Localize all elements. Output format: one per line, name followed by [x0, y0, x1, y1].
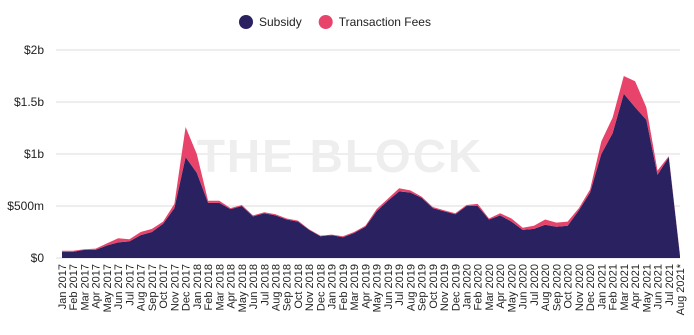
- x-tick-label: May 2018: [237, 264, 249, 312]
- x-tick-label: Nov 2020: [574, 264, 586, 311]
- x-tick-label: Jan 2017: [57, 264, 69, 309]
- area: [62, 93, 680, 258]
- x-tick-label: Sep 2018: [282, 264, 294, 311]
- x-tick-label: Aug 2019: [405, 264, 417, 311]
- legend-marker: [239, 15, 253, 29]
- x-tick-label: Aug 2018: [270, 264, 282, 311]
- legend-label: Subsidy: [259, 15, 302, 29]
- x-tick-label: Aug 2020: [540, 264, 552, 311]
- y-tick-label: $0: [31, 251, 45, 265]
- x-tick-label: Jun 2018: [248, 264, 260, 309]
- y-tick-label: $2b: [24, 43, 44, 57]
- x-tick-label: Jun 2021: [653, 264, 665, 309]
- x-tick-label: Nov 2019: [439, 264, 451, 311]
- x-tick-label: May 2020: [506, 264, 518, 312]
- x-tick-label: Apr 2018: [226, 264, 238, 309]
- x-tick-label: Dec 2020: [585, 264, 597, 311]
- legend-marker: [318, 15, 333, 29]
- x-tick-label: Feb 2017: [68, 264, 80, 310]
- legend-label: Transaction Fees: [339, 15, 431, 29]
- x-tick-label: Sep 2017: [147, 264, 159, 311]
- x-tick-label: Jan 2021: [596, 264, 608, 309]
- x-tick-label: Dec 2017: [181, 264, 193, 311]
- x-tick-label: Jul 2021: [664, 264, 676, 306]
- x-tick-label: Sep 2020: [551, 264, 563, 311]
- x-tick-label: Mar 2019: [349, 264, 361, 310]
- x-tick-label: Apr 2020: [495, 264, 507, 309]
- x-tick-label: Mar 2018: [214, 264, 226, 310]
- x-tick-label: Jul 2018: [259, 264, 271, 306]
- x-tick-label: Nov 2017: [169, 264, 181, 311]
- x-tick-label: Apr 2017: [91, 264, 103, 309]
- y-tick-label: $500m: [7, 199, 44, 213]
- x-tick-label: Aug 2017: [136, 264, 148, 311]
- x-tick-label: Jul 2017: [124, 264, 136, 306]
- x-tick-label: Jun 2019: [383, 264, 395, 309]
- y-tick-label: $1b: [24, 147, 44, 161]
- x-tick-label: Feb 2020: [473, 264, 485, 310]
- x-tick-label: Mar 2020: [484, 264, 496, 310]
- x-tick-label: Jul 2020: [529, 264, 541, 306]
- x-tick-label: Nov 2018: [304, 264, 316, 311]
- x-tick-label: Oct 2017: [158, 264, 170, 309]
- x-tick-label: Jan 2020: [462, 264, 474, 309]
- x-tick-label: Sep 2019: [417, 264, 429, 311]
- x-tick-label: Apr 2019: [360, 264, 372, 309]
- watermark: THE BLOCK: [197, 130, 483, 182]
- x-tick-label: Jan 2018: [192, 264, 204, 309]
- x-tick-label: Jun 2017: [113, 264, 125, 309]
- x-tick-label: Oct 2020: [563, 264, 575, 309]
- x-tick-label: Feb 2021: [608, 264, 620, 310]
- x-tick-label: Mar 2017: [79, 264, 91, 310]
- x-tick-label: Jun 2020: [518, 264, 530, 309]
- x-tick-label: Mar 2021: [619, 264, 631, 310]
- x-tick-label: Oct 2019: [428, 264, 440, 309]
- x-tick-label: Dec 2019: [450, 264, 462, 311]
- x-tick-label: Aug 2021*: [675, 263, 687, 315]
- x-tick-label: May 2019: [372, 264, 384, 312]
- x-tick-label: May 2017: [102, 264, 114, 312]
- x-tick-label: May 2021: [641, 264, 653, 312]
- x-tick-label: Oct 2018: [293, 264, 305, 309]
- x-tick-label: Jul 2019: [394, 264, 406, 306]
- x-tick-label: Feb 2018: [203, 264, 215, 310]
- x-tick-label: Feb 2019: [338, 264, 350, 310]
- y-tick-label: $1.5b: [14, 95, 44, 109]
- x-tick-label: Apr 2021: [630, 264, 642, 309]
- x-tick-label: Dec 2018: [315, 264, 327, 311]
- x-tick-label: Jan 2019: [327, 264, 339, 309]
